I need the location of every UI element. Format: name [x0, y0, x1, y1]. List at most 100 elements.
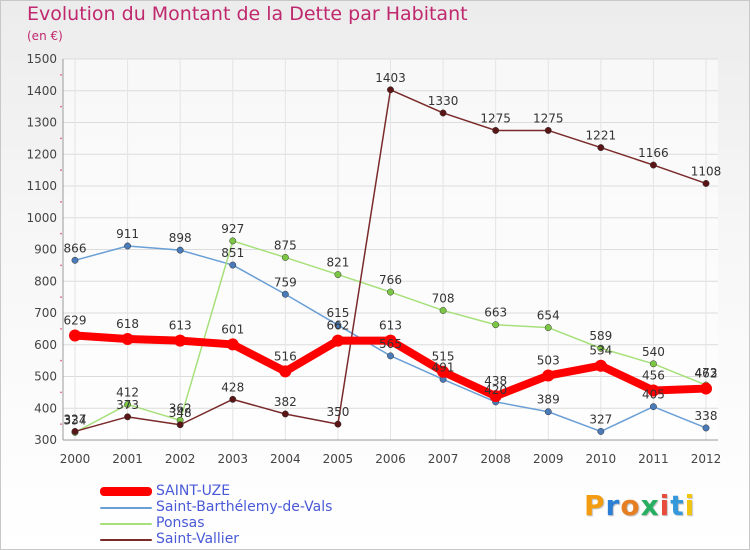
- data-point-saint-uze: [226, 338, 239, 351]
- data-label-saint-vallier: 348: [169, 406, 192, 420]
- data-label-saint-uze: 462: [695, 367, 718, 381]
- data-point-saint-barthelemy-de-vals: [702, 424, 710, 432]
- legend-swatch: [100, 487, 152, 496]
- logo-letter: t: [670, 489, 685, 522]
- y-tick-label: 1000: [26, 211, 57, 225]
- data-point-saint-uze: [700, 382, 712, 395]
- data-label-ponsas: 927: [221, 222, 244, 236]
- data-point-saint-uze: [121, 333, 134, 346]
- data-point-saint-barthelemy-de-vals: [71, 256, 79, 264]
- data-point-saint-uze: [174, 334, 187, 347]
- data-point-saint-vallier: [229, 395, 237, 403]
- y-minor-tick: [60, 327, 62, 330]
- legend-label: Saint-Vallier: [156, 531, 240, 547]
- y-tick-label: 900: [34, 243, 57, 257]
- data-point-saint-vallier: [649, 161, 657, 169]
- legend-label: Ponsas: [156, 515, 205, 531]
- data-point-saint-vallier: [334, 420, 342, 428]
- data-label-saint-barthelemy-de-vals: 851: [221, 246, 244, 260]
- data-point-saint-vallier: [597, 144, 605, 152]
- x-tick-label: 2009: [533, 452, 564, 466]
- logo-letter: x: [640, 489, 660, 522]
- x-tick-label: 2007: [428, 452, 459, 466]
- data-label-saint-uze: 618: [116, 317, 139, 331]
- data-label-ponsas: 875: [274, 238, 297, 252]
- data-point-saint-barthelemy-de-vals: [387, 352, 394, 360]
- data-label-ponsas: 663: [484, 306, 507, 320]
- x-tick-label: 2001: [112, 452, 143, 466]
- data-point-saint-uze: [437, 365, 450, 378]
- data-point-saint-barthelemy-de-vals: [124, 242, 132, 250]
- data-label-saint-uze: 534: [589, 344, 612, 358]
- data-point-saint-barthelemy-de-vals: [544, 408, 552, 416]
- x-tick-label: 2000: [60, 452, 91, 466]
- data-point-ponsas: [281, 253, 289, 261]
- x-tick-label: 2012: [691, 452, 722, 466]
- data-point-saint-barthelemy-de-vals: [229, 261, 237, 269]
- y-tick-label: 1300: [26, 116, 57, 130]
- data-point-saint-vallier: [544, 126, 552, 134]
- y-tick-label: 600: [34, 338, 57, 352]
- data-label-saint-uze: 503: [537, 354, 560, 368]
- data-label-saint-barthelemy-de-vals: 389: [537, 393, 560, 407]
- data-point-saint-vallier: [439, 109, 447, 117]
- data-label-saint-vallier: 1403: [375, 71, 406, 85]
- chart-title: Evolution du Montant de la Dette par Hab…: [27, 3, 468, 25]
- logo-letter: i: [659, 489, 671, 522]
- legend-swatch: [100, 523, 152, 525]
- data-point-saint-uze: [279, 365, 292, 378]
- data-point-ponsas: [124, 400, 132, 408]
- x-tick-label: 2005: [323, 452, 354, 466]
- data-label-ponsas: 362: [169, 401, 192, 415]
- legend-swatch: [100, 539, 152, 541]
- data-point-ponsas: [334, 271, 342, 279]
- data-point-saint-vallier: [124, 413, 132, 421]
- y-minor-tick: [60, 105, 62, 108]
- data-label-saint-barthelemy-de-vals: 615: [326, 306, 349, 320]
- data-label-ponsas: 654: [537, 309, 560, 323]
- x-tick-label: 2010: [586, 452, 617, 466]
- data-label-saint-vallier: 1330: [428, 94, 459, 108]
- data-label-saint-barthelemy-de-vals: 491: [432, 360, 455, 374]
- data-point-ponsas: [439, 307, 447, 314]
- y-minor-tick: [60, 169, 62, 172]
- data-point-ponsas: [492, 321, 500, 329]
- data-point-saint-vallier: [71, 427, 79, 435]
- data-point-saint-uze: [384, 334, 397, 347]
- data-label-saint-uze: 662: [326, 319, 349, 333]
- data-point-ponsas: [387, 288, 394, 296]
- data-label-ponsas: 766: [379, 273, 402, 287]
- y-tick-label: 400: [34, 401, 57, 415]
- x-tick-label: 2003: [217, 452, 248, 466]
- proxiti-logo: Proxiti: [584, 489, 695, 522]
- y-minor-tick: [60, 232, 62, 235]
- data-point-ponsas: [649, 360, 657, 368]
- data-point-saint-barthelemy-de-vals: [649, 403, 657, 411]
- x-tick-label: 2011: [638, 452, 669, 466]
- y-tick-label: 800: [34, 274, 57, 288]
- data-label-saint-barthelemy-de-vals: 338: [695, 409, 718, 423]
- data-label-saint-vallier: 428: [221, 380, 244, 394]
- data-point-saint-vallier: [281, 410, 289, 418]
- logo-letter: P: [584, 489, 606, 522]
- logo-letter: r: [605, 489, 621, 522]
- x-tick-label: 2002: [165, 452, 196, 466]
- data-label-saint-uze: 456: [642, 368, 665, 382]
- data-label-saint-vallier: 382: [274, 395, 297, 409]
- data-label-saint-vallier: 1275: [533, 111, 564, 125]
- y-minor-tick: [60, 137, 62, 140]
- data-label-saint-uze: 601: [221, 322, 244, 336]
- data-label-saint-uze: 438: [484, 374, 507, 388]
- data-point-saint-uze: [594, 359, 607, 372]
- data-label-ponsas: 708: [432, 291, 455, 305]
- data-label-ponsas: 540: [642, 345, 665, 359]
- data-label-saint-barthelemy-de-vals: 565: [379, 337, 402, 351]
- data-point-ponsas: [544, 324, 552, 332]
- y-tick-label: 1400: [26, 84, 57, 98]
- data-label-saint-barthelemy-de-vals: 759: [274, 275, 297, 289]
- data-label-saint-vallier: 1275: [480, 111, 511, 125]
- x-tick-label: 2006: [375, 452, 406, 466]
- data-point-saint-uze: [69, 329, 81, 342]
- x-tick-label: 2008: [480, 452, 511, 466]
